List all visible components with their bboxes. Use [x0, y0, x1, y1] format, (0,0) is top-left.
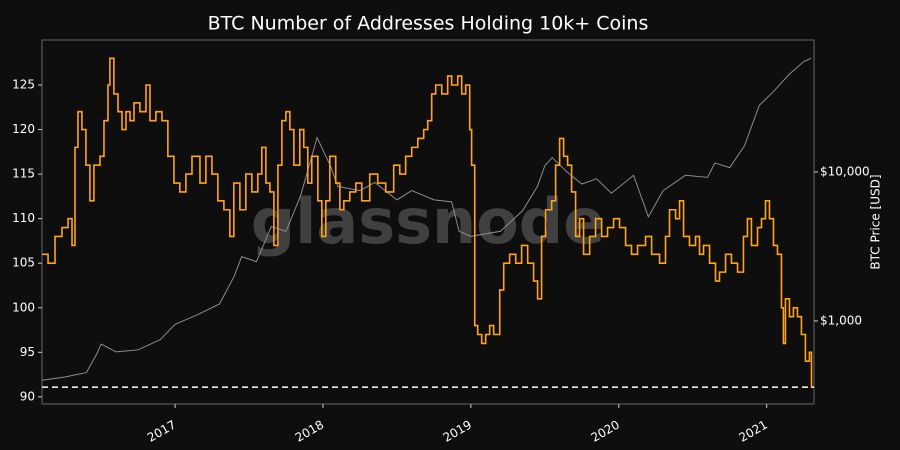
y-tick-label: 125 — [12, 77, 35, 91]
y-tick-label: 95 — [20, 345, 35, 359]
y-tick-label: 105 — [12, 256, 35, 270]
y2-tick-label: $1,000 — [820, 313, 862, 327]
watermark: glassnode — [251, 185, 605, 258]
plot-frame — [41, 39, 815, 405]
y-tick-label: 90 — [20, 389, 35, 403]
y-tick-label: 110 — [12, 211, 35, 225]
y2-tick-label: $10,000 — [820, 164, 870, 178]
data-line — [41, 57, 812, 381]
data-line — [42, 57, 813, 388]
chart-title: BTC Number of Addresses Holding 10k+ Coi… — [208, 13, 649, 35]
y-tick-label: 100 — [12, 300, 35, 314]
y-tick-label: 120 — [12, 122, 35, 136]
y2-axis-label: BTC Price [USD] — [869, 174, 883, 269]
y-tick-label: 115 — [12, 167, 35, 181]
